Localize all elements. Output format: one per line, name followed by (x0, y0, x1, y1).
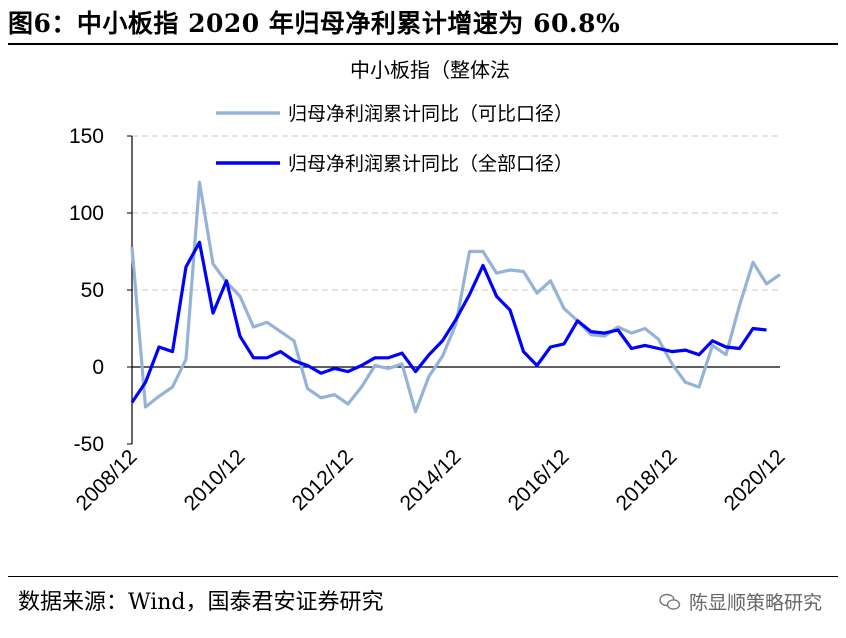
x-tick-label: 2014/12 (396, 445, 466, 515)
series-lines (130, 180, 781, 414)
y-tick-label: 100 (69, 202, 104, 225)
grid-lines (132, 135, 780, 291)
watermark: 陈显顺策略研究 (659, 588, 822, 615)
y-tick-labels: -50 0 50 100 150 (69, 125, 104, 456)
y-tick-label: 150 (69, 125, 104, 148)
series-line-1 (130, 240, 767, 404)
y-tick-label: 0 (92, 356, 104, 379)
legend-label-1: 归母净利润累计同比（全部口径） (288, 153, 573, 175)
x-tick-label: 2020/12 (720, 445, 790, 515)
wechat-icon (659, 593, 681, 610)
x-tick-label: 2012/12 (288, 445, 358, 515)
y-tick-label: 50 (81, 279, 104, 302)
legend-label-0: 归母净利润累计同比（可比口径） (288, 103, 573, 125)
x-tick-label: 2016/12 (504, 445, 574, 515)
legend: 归母净利润累计同比（可比口径） 归母净利润累计同比（全部口径） (216, 103, 573, 175)
chart-subtitle: 中小板指（整体法 (350, 58, 510, 82)
x-tick-label: 2010/12 (180, 445, 250, 515)
x-tick-labels: 2008/12 2010/12 2012/12 2014/12 2016/12 2018/… (72, 445, 790, 515)
title-divider (8, 43, 838, 45)
watermark-label: 陈显顺策略研究 (688, 592, 822, 614)
figure-title: 图6：中小板指 2020 年归母净利累计增速为 60.8% (8, 9, 621, 38)
axes (127, 135, 780, 445)
footer-divider (8, 576, 838, 577)
x-tick-label: 2018/12 (612, 445, 682, 515)
y-tick-label: -50 (74, 433, 104, 456)
source-note: 数据来源：Wind，国泰君安证券研究 (18, 590, 384, 615)
